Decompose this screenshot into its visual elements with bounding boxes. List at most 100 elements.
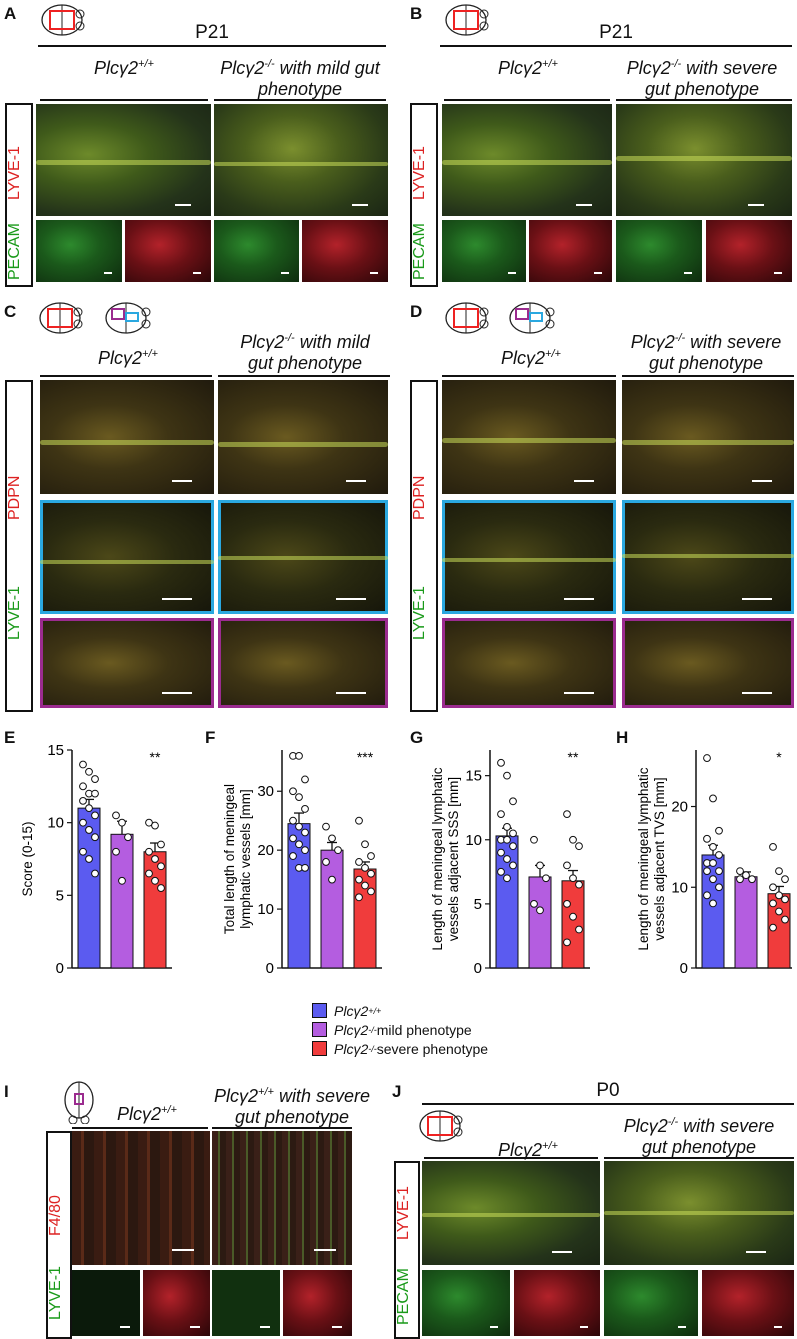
data-point-f [295,751,303,760]
data-point-h [715,867,723,876]
micrograph-merge-wt-j [422,1161,600,1265]
stain-green-label-j: PECAM [395,1268,412,1325]
micrograph-green-wt-j [422,1270,510,1336]
stain-label-box-c [5,380,33,712]
data-point-h [709,859,717,867]
data-point-e [85,804,93,813]
genotype-wt-j: Plcγ2+/+ [498,1140,558,1160]
y-tick-label-e: 10 [47,815,64,832]
panel-letter-b: B [410,4,423,23]
stain-label-box-d [410,380,438,712]
data-point-g [497,848,505,857]
data-point-e [151,876,159,885]
micrograph-sss-mut-c [218,500,388,614]
data-point-e [79,760,87,769]
brain-schematic-icon [445,4,489,36]
data-point-f [322,822,330,831]
data-point-f [295,822,303,831]
data-point-g [509,829,517,838]
data-point-g [536,906,544,915]
y-tick-label-e: 5 [56,887,64,904]
stain-green-label-i: LYVE-1 [47,1266,64,1320]
micrograph-green-mut-b [616,220,702,282]
data-point-g [569,912,577,921]
data-point-e [112,811,120,820]
panel-letter-h: H [616,728,629,747]
data-point-h [775,891,783,900]
data-point-f [301,805,309,813]
data-point-e [157,884,165,892]
data-point-f [289,852,297,860]
micrograph-red-mut-a [302,220,388,282]
data-point-e [145,869,153,878]
y-tick-label-h: 10 [671,879,688,896]
data-point-g [563,899,571,908]
micrograph-red-wt-b [529,220,612,282]
age-label-j: P0 [596,1080,620,1101]
data-point-e [124,833,132,842]
micrograph-sss-wt-c [40,500,214,614]
data-point-f [295,840,303,849]
stain-red-label-j: LYVE-1 [395,1186,412,1240]
genotype-mut-d: Plcγ2-/- with severe gut phenotype [630,332,782,373]
y-axis-label-h: vessels adjacent TVS [mm] [652,777,667,940]
brain-roi-schematic-icon [509,302,555,334]
stain-label-box-i [46,1131,72,1339]
data-point-g [563,861,571,870]
data-point-h [742,871,750,880]
brain-schematic-icon [39,302,83,334]
panel-letter-e: E [4,728,16,747]
data-point-e [85,767,93,776]
data-point-h [703,891,711,900]
data-point-h [769,923,777,932]
y-axis-label-g: vessels adjacent SSS [mm] [446,777,461,941]
micrograph-merge-wt-b [442,104,612,216]
y-axis-label-f: Total length of meningeal [222,784,237,934]
stain-label-box-a [5,103,33,287]
data-point-h [781,915,789,924]
y-tick-label-h: 20 [671,799,688,816]
y-tick-label-f: 10 [257,901,274,918]
micrograph-merge-wt-i [72,1131,210,1265]
bar-h [734,876,758,969]
data-point-f [361,863,369,872]
micrograph-merge-mut-b [616,104,792,216]
data-point-h [748,875,756,884]
significance-label-f: *** [357,749,374,765]
significance-label-g: ** [568,749,579,765]
significance-label-e: ** [150,749,161,765]
genotype-wt-i: Plcγ2+/+ [117,1104,177,1124]
brain-roi-schematic-icon [105,302,151,334]
y-tick-label-g: 5 [474,896,482,913]
data-point-e [79,796,87,805]
panel-letter-f: F [205,728,216,747]
y-tick-label-e: 0 [56,960,64,977]
data-point-f [301,775,309,784]
micrograph-red-mut-b [706,220,792,282]
y-tick-label-g: 0 [474,960,482,977]
data-point-f [361,881,369,890]
y-tick-label-g: 15 [465,768,482,785]
data-point-g [503,874,511,883]
data-point-g [503,835,511,844]
data-point-e [79,818,87,827]
brain-schematic-icon [41,4,85,36]
micrograph-merge-mut-a [214,104,388,216]
data-point-g [497,758,505,767]
data-point-h [709,842,717,851]
micrograph-merge-mut-i [212,1131,352,1265]
micrograph-red-mut-j [702,1270,794,1336]
y-tick-label-g: 10 [465,832,482,849]
data-point-g [575,880,583,889]
y-axis-label-g: Length of meningeal lymphatic [430,767,445,950]
data-point-g [503,855,511,863]
genotype-wt-c: Plcγ2+/+ [98,348,158,368]
brain-schematic-icon [419,1110,463,1142]
data-point-f [367,869,375,878]
y-axis-label-h: Length of meningeal lymphatic [636,767,651,950]
micrograph-red-wt-i [143,1270,210,1336]
data-point-f [355,893,363,902]
data-point-g [530,899,538,908]
data-point-g [497,810,505,819]
